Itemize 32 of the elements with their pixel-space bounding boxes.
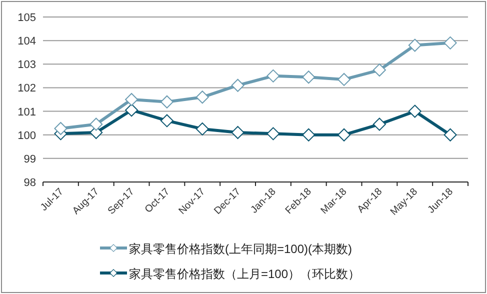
legend-label: 家具零售价格指数（上月=100）（环比数） — [129, 267, 360, 281]
point — [54, 122, 68, 135]
point — [160, 114, 174, 128]
point — [266, 127, 280, 140]
point — [125, 104, 138, 117]
y-tick-label: 100 — [18, 130, 36, 142]
y-tick-label: 103 — [18, 59, 36, 72]
y-tick-label: 105 — [18, 12, 36, 24]
point — [444, 36, 457, 50]
point — [231, 78, 244, 92]
legend-label: 家具零售价格指数(上年同期=100)(本期数) — [129, 242, 352, 256]
point — [196, 122, 209, 136]
y-tick-label: 99 — [24, 153, 36, 166]
point — [90, 118, 103, 131]
point — [196, 90, 209, 104]
point — [372, 64, 386, 77]
y-tick-label: 101 — [18, 106, 36, 118]
point — [408, 104, 422, 118]
point — [444, 128, 457, 142]
point — [125, 93, 138, 106]
y-tick-label: 104 — [18, 36, 36, 48]
point — [160, 95, 174, 108]
point — [302, 70, 316, 84]
point — [266, 69, 280, 82]
point — [338, 72, 351, 86]
y-tick-label: 102 — [18, 82, 36, 95]
point — [338, 128, 351, 142]
point — [302, 128, 316, 142]
y-tick-label: 98 — [24, 177, 36, 189]
point — [372, 118, 386, 131]
point — [231, 126, 244, 139]
point — [408, 38, 422, 52]
